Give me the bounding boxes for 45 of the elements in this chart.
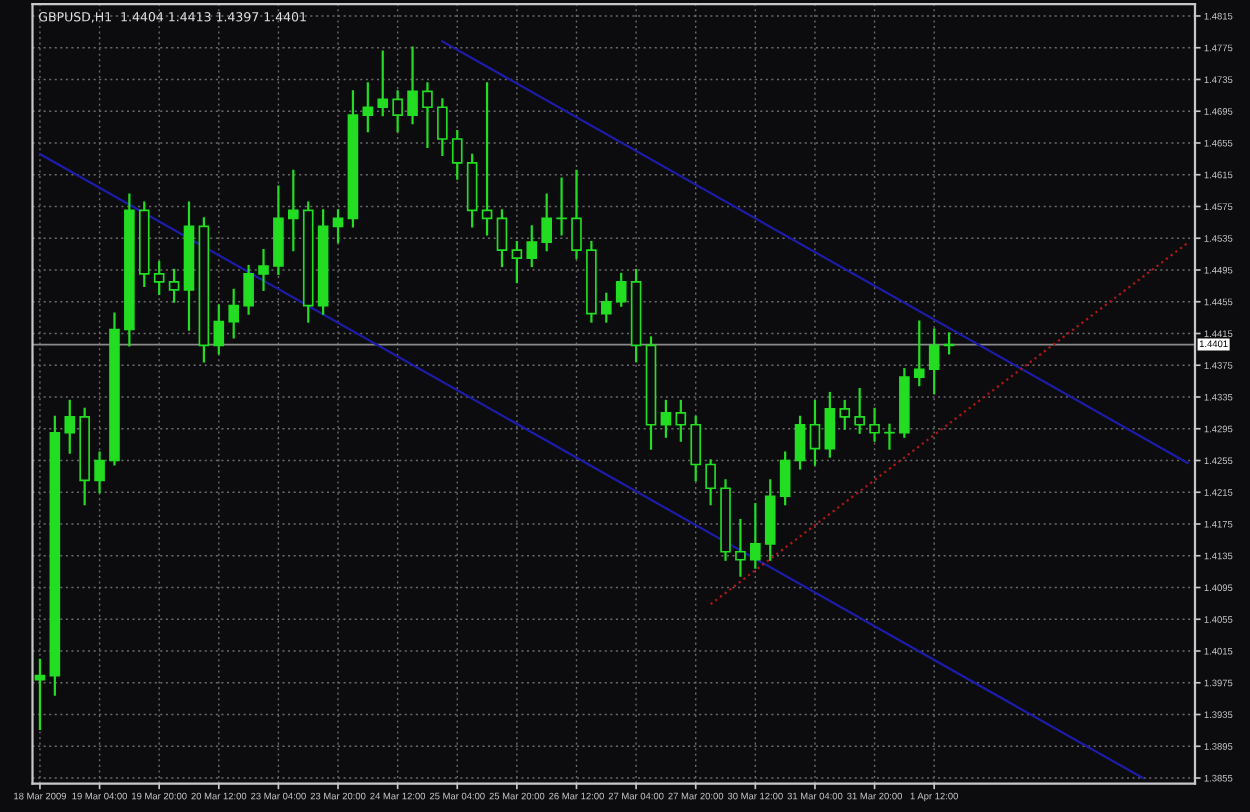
candlestick — [258, 249, 269, 291]
candlestick — [735, 518, 746, 577]
candlestick — [541, 193, 552, 252]
candlestick — [660, 399, 672, 438]
candlestick — [273, 185, 284, 276]
candlestick — [466, 153, 478, 228]
candlestick — [94, 451, 105, 494]
candlestick — [824, 391, 836, 458]
candlestick — [481, 82, 493, 236]
candlestick — [750, 503, 761, 569]
candlestick — [928, 328, 940, 395]
candlestick — [228, 288, 240, 339]
candlestick — [779, 451, 791, 506]
candlestick — [690, 415, 702, 482]
candlestick — [243, 264, 254, 315]
candlestick — [153, 260, 165, 295]
candlestick — [556, 177, 567, 236]
candlestick — [392, 90, 403, 133]
candlestick — [288, 169, 299, 252]
candlestick — [377, 50, 389, 117]
candlestick — [884, 423, 895, 450]
candlestick — [422, 82, 433, 149]
candlestick — [869, 407, 880, 442]
candlestick — [362, 82, 374, 133]
candlestick — [496, 209, 508, 268]
candlestick — [168, 268, 180, 303]
candlestick — [764, 479, 776, 561]
candlestick — [451, 129, 463, 180]
candlestick — [913, 320, 925, 387]
candlestick — [675, 399, 687, 442]
candlestick — [407, 46, 418, 125]
candlestick — [839, 399, 851, 430]
candlestick — [64, 399, 76, 454]
candlestick — [526, 225, 538, 268]
candlestick — [705, 459, 716, 506]
candlestick — [332, 209, 344, 244]
candlestick — [571, 169, 582, 260]
candlestick — [511, 241, 523, 283]
candlestick — [794, 415, 806, 470]
candlestick — [437, 98, 448, 156]
candlestick — [854, 387, 865, 434]
candlestick — [213, 304, 225, 355]
candlestick — [600, 292, 612, 323]
candlestick — [615, 272, 627, 307]
candlestick — [809, 399, 821, 466]
